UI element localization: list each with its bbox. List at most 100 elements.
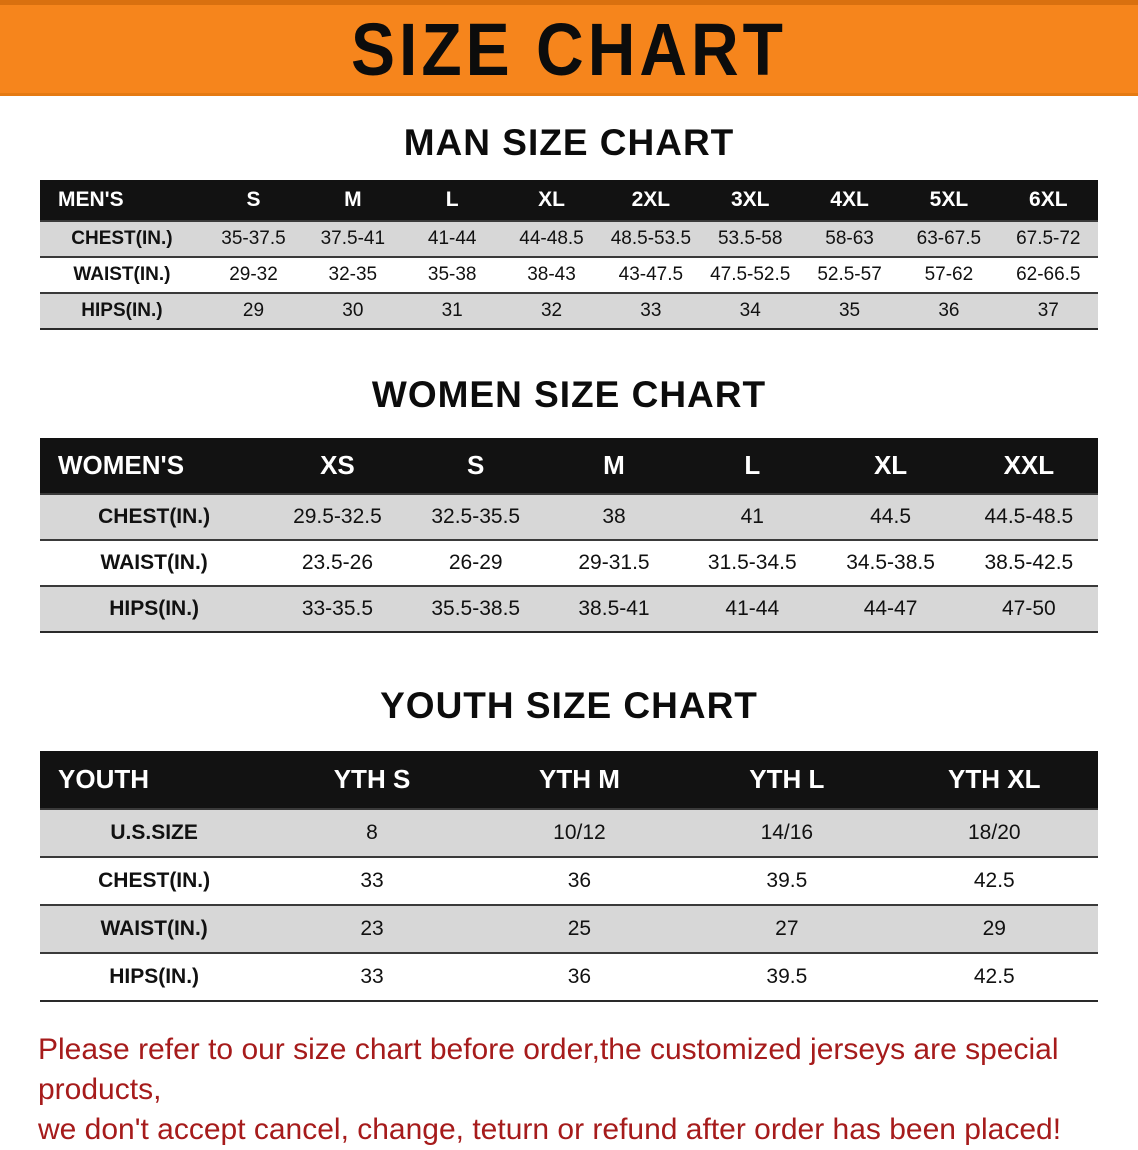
page-title: SIZE CHART bbox=[351, 7, 787, 91]
value-cell: 38 bbox=[544, 493, 684, 540]
value-cell: 62-66.5 bbox=[998, 256, 1098, 293]
value-cell: 34 bbox=[700, 292, 800, 329]
table-row: CHEST(IN.) 29.5-32.5 32.5-35.5 38 41 44.5 44.5… bbox=[40, 493, 1098, 540]
value-cell: 36 bbox=[899, 292, 999, 329]
table-title-cell: YOUTH bbox=[40, 751, 269, 809]
value-cell: 41-44 bbox=[402, 220, 502, 257]
value-cell: 33 bbox=[268, 856, 476, 905]
value-cell: 33-35.5 bbox=[268, 585, 407, 632]
size-header-cell: S bbox=[203, 180, 304, 221]
row-label-cell: HIPS(IN.) bbox=[40, 952, 269, 1001]
value-cell: 63-67.5 bbox=[899, 220, 999, 257]
row-label-cell: WAIST(IN.) bbox=[40, 539, 269, 586]
value-cell: 35-37.5 bbox=[203, 220, 304, 257]
size-header-cell: XS bbox=[268, 438, 407, 494]
value-cell: 29-32 bbox=[203, 256, 304, 293]
row-label-cell: HIPS(IN.) bbox=[40, 292, 204, 329]
value-cell: 67.5-72 bbox=[998, 220, 1098, 257]
footer-line-1: Please refer to our size chart before or… bbox=[38, 1033, 1059, 1106]
value-cell: 8 bbox=[268, 808, 476, 857]
size-header-cell: 6XL bbox=[998, 180, 1098, 221]
value-cell: 32 bbox=[501, 292, 602, 329]
size-header-cell: 2XL bbox=[601, 180, 701, 221]
value-cell: 39.5 bbox=[683, 856, 891, 905]
value-cell: 33 bbox=[601, 292, 701, 329]
table-row: CHEST(IN.) 35-37.5 37.5-41 41-44 44-48.5 48.5… bbox=[40, 220, 1098, 257]
men-size-table: MEN'S S M L XL 2XL 3XL 4XL 5XL 6XL CHEST(IN.) 35-37… bbox=[40, 180, 1098, 330]
value-cell: 43-47.5 bbox=[601, 256, 701, 293]
youth-size-table: YOUTH YTH S YTH M YTH L YTH XL U.S.SIZE 8 10/12… bbox=[40, 751, 1098, 1002]
table-row: CHEST(IN.) 33 36 39.5 42.5 bbox=[40, 856, 1098, 905]
value-cell: 26-29 bbox=[406, 539, 545, 586]
value-cell: 35 bbox=[799, 292, 900, 329]
value-cell: 29-31.5 bbox=[544, 539, 684, 586]
value-cell: 32-35 bbox=[303, 256, 403, 293]
value-cell: 23 bbox=[268, 904, 476, 953]
footer-line-2: we don't accept cancel, change, teturn o… bbox=[38, 1112, 1062, 1146]
value-cell: 37.5-41 bbox=[303, 220, 403, 257]
value-cell: 38.5-41 bbox=[544, 585, 684, 632]
value-cell: 31 bbox=[402, 292, 502, 329]
table-row: HIPS(IN.) 33 36 39.5 42.5 bbox=[40, 952, 1098, 1001]
size-header-cell: L bbox=[683, 438, 822, 494]
men-size-chart-heading: MAN SIZE CHART bbox=[403, 122, 735, 163]
value-cell: 57-62 bbox=[899, 256, 999, 293]
header-row: YOUTH YTH S YTH M YTH L YTH XL bbox=[40, 751, 1098, 809]
value-cell: 41-44 bbox=[683, 585, 822, 632]
value-cell: 47-50 bbox=[959, 585, 1098, 632]
value-cell: 32.5-35.5 bbox=[406, 493, 545, 540]
size-header-cell: YTH L bbox=[683, 751, 891, 809]
value-cell: 23.5-26 bbox=[268, 539, 407, 586]
size-header-cell: XL bbox=[501, 180, 602, 221]
value-cell: 29 bbox=[890, 904, 1098, 953]
value-cell: 42.5 bbox=[890, 856, 1098, 905]
size-header-cell: 5XL bbox=[899, 180, 999, 221]
value-cell: 48.5-53.5 bbox=[601, 220, 701, 257]
table-row: U.S.SIZE 8 10/12 14/16 18/20 bbox=[40, 808, 1098, 857]
size-header-cell: YTH XL bbox=[890, 751, 1098, 809]
size-header-cell: L bbox=[402, 180, 502, 221]
value-cell: 18/20 bbox=[890, 808, 1098, 857]
size-header-cell: S bbox=[406, 438, 545, 494]
value-cell: 27 bbox=[683, 904, 891, 953]
value-cell: 44.5-48.5 bbox=[959, 493, 1098, 540]
value-cell: 33 bbox=[268, 952, 476, 1001]
value-cell: 30 bbox=[303, 292, 403, 329]
table-row: WAIST(IN.) 29-32 32-35 35-38 38-43 43-47.5 47.… bbox=[40, 256, 1098, 293]
value-cell: 29.5-32.5 bbox=[268, 493, 407, 540]
youth-size-chart-heading: YOUTH SIZE CHART bbox=[380, 685, 758, 726]
size-header-cell: M bbox=[303, 180, 403, 221]
row-label-cell: CHEST(IN.) bbox=[40, 856, 269, 905]
value-cell: 44.5 bbox=[821, 493, 960, 540]
value-cell: 58-63 bbox=[799, 220, 900, 257]
value-cell: 44-47 bbox=[821, 585, 960, 632]
size-header-cell: XL bbox=[821, 438, 960, 494]
table-title-cell: WOMEN'S bbox=[40, 438, 269, 494]
women-size-table: WOMEN'S XS S M L XL XXL CHEST(IN.) 29.5-32.5 32.5… bbox=[40, 438, 1098, 633]
size-header-cell: 3XL bbox=[700, 180, 800, 221]
size-header-cell: XXL bbox=[959, 438, 1098, 494]
row-label-cell: CHEST(IN.) bbox=[40, 493, 269, 540]
row-label-cell: WAIST(IN.) bbox=[40, 904, 269, 953]
value-cell: 37 bbox=[998, 292, 1098, 329]
women-size-chart-heading: WOMEN SIZE CHART bbox=[371, 374, 767, 415]
table-row: WAIST(IN.) 23 25 27 29 bbox=[40, 904, 1098, 953]
value-cell: 35.5-38.5 bbox=[406, 585, 545, 632]
value-cell: 35-38 bbox=[402, 256, 502, 293]
value-cell: 10/12 bbox=[475, 808, 684, 857]
size-header-cell: 4XL bbox=[799, 180, 900, 221]
value-cell: 44-48.5 bbox=[501, 220, 602, 257]
row-label-cell: U.S.SIZE bbox=[40, 808, 269, 857]
value-cell: 39.5 bbox=[683, 952, 891, 1001]
value-cell: 29 bbox=[203, 292, 304, 329]
table-row: HIPS(IN.) 29 30 31 32 33 34 35 36 37 bbox=[40, 292, 1098, 329]
youth-section: YOUTH SIZE CHART YOUTH YTH S YTH M YTH L YTH… bbox=[0, 633, 1138, 1002]
value-cell: 42.5 bbox=[890, 952, 1098, 1001]
table-row: HIPS(IN.) 33-35.5 35.5-38.5 38.5-41 41-44 44-… bbox=[40, 585, 1098, 632]
value-cell: 31.5-34.5 bbox=[683, 539, 822, 586]
header-row: WOMEN'S XS S M L XL XXL bbox=[40, 438, 1098, 494]
banner: SIZE CHART bbox=[0, 0, 1138, 96]
value-cell: 25 bbox=[475, 904, 684, 953]
size-header-cell: M bbox=[544, 438, 684, 494]
